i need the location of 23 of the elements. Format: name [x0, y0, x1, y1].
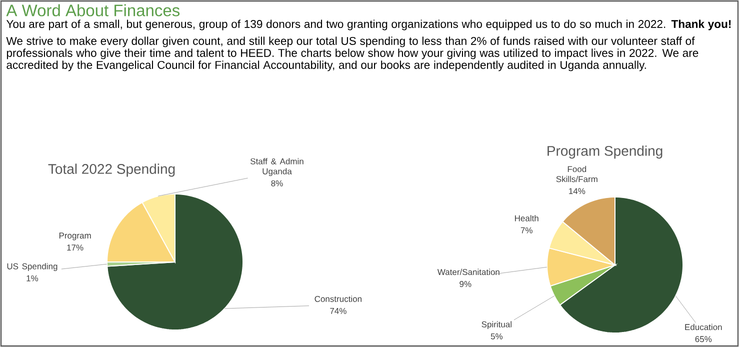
text: We strive to make every dollar given count, and still keep our total US spending to less than 2% of funds raised with our volunteer staff of professionals who give their time and talent to HEED. The charts below show how your giving was utilized to impact lives in 2022. We are accredited by the Evangelical Council for Financial Accountability, and our books are independently audited in Uganda annually.: [6, 36, 698, 72]
slice-label: Education: [685, 324, 722, 330]
slice-label: US Spending: [7, 263, 58, 271]
slice-label: Spiritual: [482, 321, 512, 330]
data-label: 1%: [26, 275, 38, 282]
data-label: 74%: [330, 308, 346, 314]
slice-label: Water/Sanitation: [437, 268, 500, 276]
text: You are part of a small, but generous, group of 139 donors and two granting organizations who equipped us to do so much in 2022. Thank you!: [6, 20, 731, 30]
text: A Word About Finances: [6, 4, 180, 16]
data-label: 17%: [67, 244, 84, 251]
slice-label: Program: [59, 232, 91, 240]
chart-title: Total 2022 Spending: [48, 164, 175, 177]
slice-label: Food Skills/Farm: [556, 166, 598, 182]
slice-label: Health: [515, 215, 538, 222]
data-label: 65%: [695, 336, 712, 342]
slice-label: Staff & Admin Uganda: [250, 158, 304, 176]
data-label: 8%: [271, 180, 283, 186]
chart-title: Program Spending: [548, 146, 662, 159]
data-label: 14%: [569, 188, 586, 194]
slice-label: Construction: [314, 296, 362, 302]
data-label: 7%: [520, 227, 532, 234]
data-label: 9%: [460, 281, 472, 288]
data-label: 5%: [490, 333, 503, 340]
